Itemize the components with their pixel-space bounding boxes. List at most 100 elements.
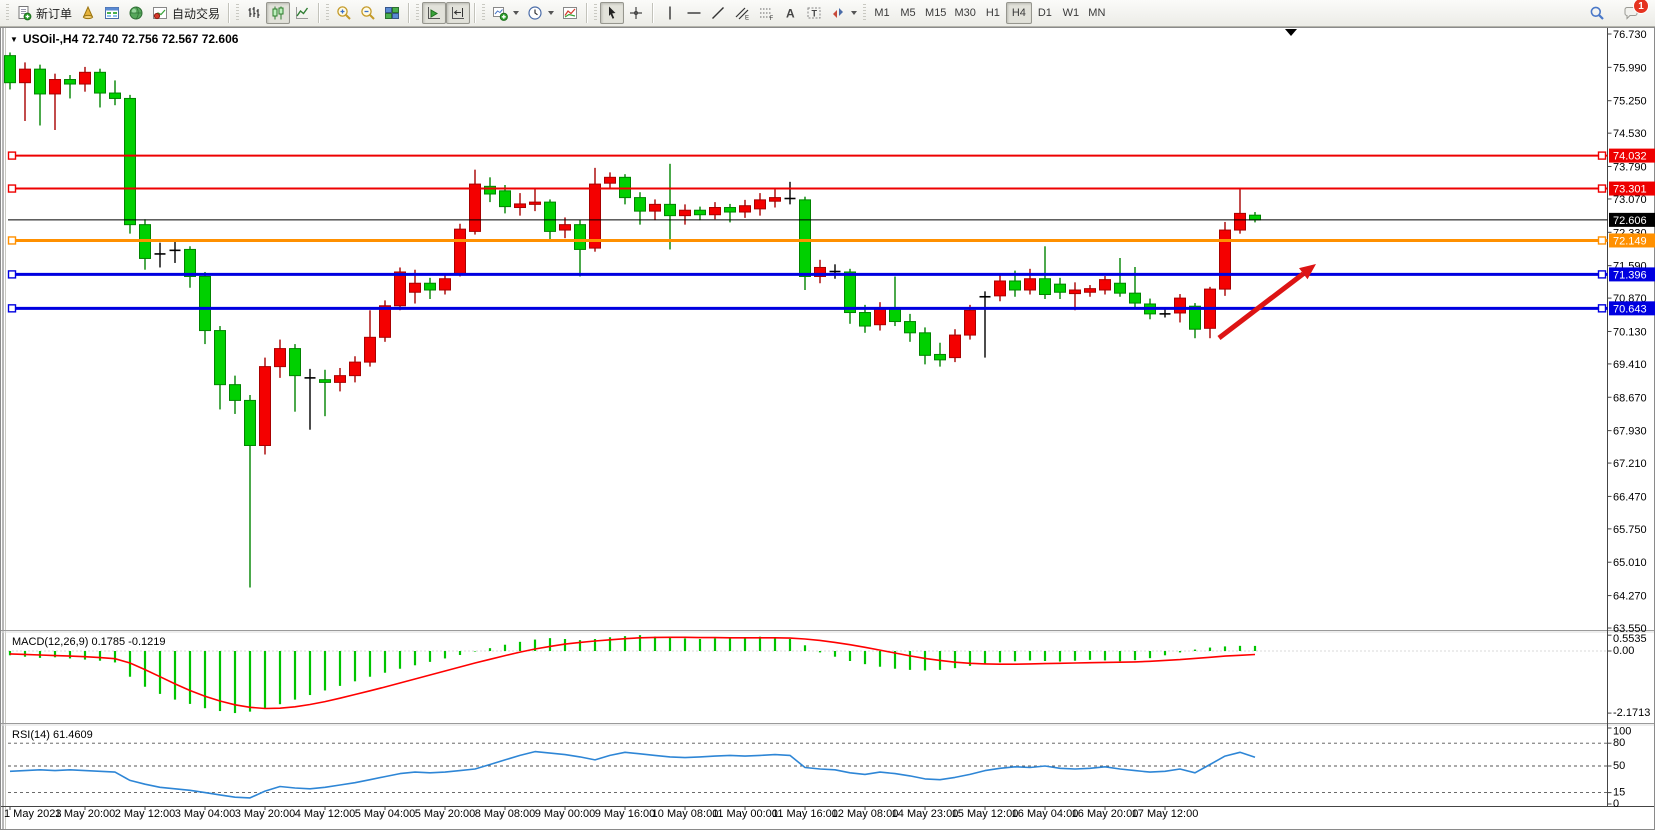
toolbar-separator <box>586 3 589 23</box>
chart-title: ▼ USOil-,H4 72.740 72.756 72.567 72.606 <box>10 32 238 46</box>
price-tags: 74.032 73.301 72.149 71.396 70.643 72.606 <box>1609 148 1655 316</box>
new-order-button[interactable]: 新订单 <box>12 2 76 24</box>
toolbar: 新订单 自动交易 E F A T M1 M5 M15 M30 H1 H4 D1 W1 MN 1 <box>0 0 1655 27</box>
search-button[interactable] <box>1585 2 1609 24</box>
svg-text:5 May 04:00: 5 May 04:00 <box>355 808 416 820</box>
symbol-dropdown-icon[interactable]: ▼ <box>10 34 18 44</box>
svg-text:3 May 20:00: 3 May 20:00 <box>235 808 296 820</box>
dropdown-caret-icon[interactable] <box>548 11 555 15</box>
svg-text:12 May 08:00: 12 May 08:00 <box>832 808 899 820</box>
svg-text:74.530: 74.530 <box>1613 128 1647 140</box>
svg-text:-2.1713: -2.1713 <box>1613 707 1650 719</box>
fibonacci-button[interactable]: F <box>754 2 778 24</box>
svg-text:72.149: 72.149 <box>1613 235 1647 247</box>
svg-text:3 May 04:00: 3 May 04:00 <box>175 808 236 820</box>
zoom-out-button[interactable] <box>356 2 380 24</box>
toolbar-grip <box>326 4 330 22</box>
shapes-button[interactable] <box>826 2 861 24</box>
chart-canvas[interactable]: 76.73075.99075.25074.53073.79073.07072.3… <box>0 27 1655 830</box>
market-watch-button[interactable] <box>100 2 124 24</box>
trendline-button[interactable] <box>706 2 730 24</box>
svg-text:74.032: 74.032 <box>1613 151 1647 163</box>
svg-text:16 May 04:00: 16 May 04:00 <box>1012 808 1079 820</box>
toolbar-grip <box>6 4 9 22</box>
tf-m30[interactable]: M30 <box>954 7 976 19</box>
tf-m15[interactable]: M15 <box>925 7 947 19</box>
svg-text:50: 50 <box>1613 760 1625 772</box>
toolbar-grip <box>482 4 486 22</box>
tf-h1[interactable]: H1 <box>985 7 1000 19</box>
macd-indicator-label: MACD(12,26,9) 0.1785 -0.1219 <box>12 636 166 648</box>
svg-text:1 May 2023: 1 May 2023 <box>4 808 61 820</box>
svg-text:75.250: 75.250 <box>1613 96 1647 108</box>
svg-text:65.750: 65.750 <box>1613 524 1647 536</box>
panel-separators[interactable] <box>1 630 1654 726</box>
indicators-button[interactable] <box>488 2 523 24</box>
toolbar-separator <box>652 3 655 23</box>
cursor-button[interactable] <box>600 2 625 24</box>
tf-mn[interactable]: MN <box>1088 7 1106 19</box>
zoom-in-icon <box>337 6 351 20</box>
svg-text:67.930: 67.930 <box>1613 426 1647 438</box>
dropdown-caret-icon[interactable] <box>513 11 520 15</box>
crosshair-icon <box>630 7 643 19</box>
auto-scroll-button[interactable] <box>422 2 447 24</box>
vline-button[interactable] <box>658 2 682 24</box>
trendline-icon <box>712 7 725 19</box>
zoom-in-button[interactable] <box>332 2 356 24</box>
svg-text:69.410: 69.410 <box>1613 359 1647 371</box>
svg-text:70.130: 70.130 <box>1613 326 1647 338</box>
toolbar-grip <box>416 4 420 22</box>
bars-button[interactable] <box>242 2 266 24</box>
templates-button[interactable] <box>558 2 582 24</box>
fibo-icon: F <box>760 8 774 21</box>
svg-text:17 May 12:00: 17 May 12:00 <box>1132 808 1199 820</box>
svg-text:8 May 08:00: 8 May 08:00 <box>475 808 536 820</box>
horizontal-line-objects <box>7 151 1608 313</box>
navigator-button[interactable] <box>124 2 148 24</box>
label-button[interactable]: T <box>802 2 826 24</box>
svg-text:65.010: 65.010 <box>1613 557 1647 569</box>
crosshair-button[interactable] <box>624 2 648 24</box>
arrow-annotation[interactable] <box>1217 264 1316 340</box>
cursor-icon <box>609 6 616 19</box>
svg-text:76.730: 76.730 <box>1613 29 1647 41</box>
chat-button[interactable]: 1 <box>1619 0 1649 24</box>
search-icon <box>1590 6 1604 20</box>
tile-windows-button[interactable] <box>380 2 404 24</box>
tf-m1[interactable]: M1 <box>874 7 890 19</box>
tf-d1[interactable]: D1 <box>1037 7 1052 19</box>
macd-signal-line <box>9 636 1256 710</box>
chart-window[interactable]: ▼ USOil-,H4 72.740 72.756 72.567 72.606 … <box>0 27 1655 830</box>
tf-w1[interactable]: W1 <box>1062 7 1080 19</box>
hline-button[interactable] <box>682 2 706 24</box>
svg-text:10 May 08:00: 10 May 08:00 <box>652 808 719 820</box>
chart-shift-button[interactable] <box>446 2 471 24</box>
chart-shift-icon <box>452 7 465 19</box>
svg-text:14 May 23:00: 14 May 23:00 <box>892 808 959 820</box>
periods-button[interactable] <box>523 2 558 24</box>
autotrade-button[interactable]: 自动交易 <box>148 2 224 24</box>
svg-text:64.270: 64.270 <box>1613 591 1647 603</box>
rsi-levels <box>8 742 1608 794</box>
tf-h4[interactable]: H4 <box>1005 2 1032 24</box>
svg-text:68.670: 68.670 <box>1613 392 1647 404</box>
toolbar-grip <box>594 4 598 22</box>
svg-text:0.00: 0.00 <box>1613 645 1634 657</box>
label-t-icon: T <box>807 7 821 19</box>
scroll-anchor-icon[interactable] <box>1285 29 1297 36</box>
svg-text:0: 0 <box>1613 798 1619 810</box>
tf-m5[interactable]: M5 <box>900 7 916 19</box>
dropdown-caret-icon[interactable] <box>851 11 858 15</box>
text-button[interactable]: A <box>778 2 802 24</box>
line-chart-button[interactable] <box>290 2 314 24</box>
toolbar-separator <box>474 3 477 23</box>
styler-button[interactable] <box>76 2 100 24</box>
svg-text:0.5535: 0.5535 <box>1613 633 1647 645</box>
candles-button[interactable] <box>266 2 291 24</box>
channel-button[interactable]: E <box>730 2 754 24</box>
svg-text:9 May 16:00: 9 May 16:00 <box>595 808 656 820</box>
